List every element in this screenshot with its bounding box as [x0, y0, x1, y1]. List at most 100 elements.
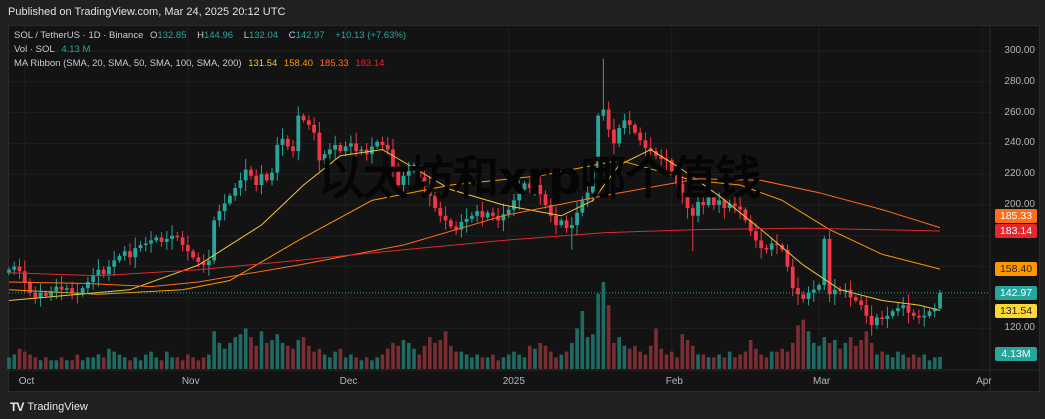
volume-bar	[559, 354, 564, 369]
volume-bar	[112, 351, 116, 369]
volume-bar	[349, 354, 353, 369]
candle-body	[317, 132, 322, 161]
candle-body	[38, 292, 43, 298]
price-tick-label: 200.00	[1004, 199, 1035, 210]
ma-line-sma-20	[8, 149, 941, 311]
candle-body	[222, 203, 227, 212]
candle-body	[759, 240, 764, 249]
candle-body	[301, 115, 306, 121]
volume-bar	[885, 354, 890, 369]
candle-body	[643, 140, 648, 149]
volume-bar	[285, 345, 290, 369]
volume-bar	[65, 360, 69, 369]
volume-bar	[932, 357, 937, 369]
candle-body	[880, 317, 885, 319]
candle-body	[827, 238, 832, 295]
volume-bar	[354, 357, 358, 369]
candle-body	[575, 212, 579, 226]
symbol-title[interactable]: SOL / TetherUS · 1D · Binance	[14, 30, 144, 41]
volume-bar	[154, 357, 159, 369]
volume-bar	[701, 354, 706, 369]
volume-bar	[580, 311, 585, 369]
volume-bar	[680, 334, 685, 369]
candle-body	[333, 144, 338, 150]
volume-bar	[485, 357, 490, 369]
candle-body	[722, 200, 727, 209]
candle-body	[838, 289, 842, 292]
candle-body	[917, 315, 921, 318]
candle-body	[775, 243, 779, 246]
candle-body	[96, 269, 101, 276]
volume-bar	[417, 354, 422, 369]
candle-body	[306, 120, 311, 125]
ma-ribbon-label[interactable]: MA Ribbon (SMA, 20, SMA, 50, SMA, 100, S…	[14, 58, 242, 69]
candle-body	[312, 124, 316, 133]
ma-line-sma-200	[8, 227, 941, 277]
volume-bar	[917, 357, 921, 369]
candle-body	[612, 129, 616, 144]
price-tick-label: 220.00	[1004, 168, 1035, 180]
volume-bar	[627, 348, 632, 369]
volume-bar	[759, 354, 763, 369]
candle-body	[343, 146, 348, 152]
candle-body	[522, 183, 527, 190]
volume-bar	[622, 345, 627, 369]
candle-body	[254, 175, 259, 185]
volume-bar	[428, 337, 432, 369]
volume-bar	[449, 345, 453, 369]
volume-bar	[238, 334, 243, 369]
candle-body	[690, 208, 695, 216]
candle-body	[727, 203, 732, 209]
volume-bar	[491, 354, 495, 369]
volume-bar	[312, 351, 316, 369]
ma-line-sma-100	[8, 178, 941, 288]
volume-bar	[506, 354, 511, 369]
time-tick-label: Nov	[181, 376, 200, 387]
volume-bar	[243, 328, 248, 369]
volume-bar	[669, 351, 674, 369]
candle-body	[270, 172, 274, 181]
volume-bar	[911, 354, 916, 369]
candle-body	[138, 245, 143, 249]
candle-body	[327, 149, 332, 155]
volume-bar	[296, 340, 301, 369]
tradingview-brand[interactable]: TradingView	[27, 401, 88, 413]
volume-legend: Vol · SOL 4.13 M	[14, 44, 94, 55]
candle-body	[185, 245, 190, 252]
candle-body	[196, 257, 201, 262]
volume-bar	[743, 351, 748, 369]
volume-bar	[438, 340, 443, 369]
volume-bar	[422, 345, 427, 369]
volume-bar	[54, 360, 59, 369]
candle-body	[149, 240, 153, 244]
price-tick-label: 120.00	[1004, 322, 1035, 334]
candle-body	[54, 286, 59, 292]
volume-bar	[738, 354, 742, 369]
candle-body	[585, 192, 590, 201]
volume-bar	[338, 348, 343, 369]
high-value: 144.96	[203, 30, 234, 41]
volume-bar	[412, 348, 416, 369]
volume-bar	[606, 305, 611, 369]
candle-body	[806, 292, 811, 299]
candle-body	[633, 124, 637, 133]
volume-bar	[585, 337, 590, 369]
volume-bar	[222, 348, 227, 369]
tradingview-logo-icon[interactable]: TV	[10, 400, 24, 414]
candle-body	[748, 220, 753, 232]
candle-body	[206, 260, 211, 266]
candle-body	[717, 200, 721, 205]
time-tick-label: Dec	[339, 376, 358, 387]
volume-bar	[664, 354, 669, 369]
time-tick-label: Oct	[18, 376, 35, 387]
candle-body	[501, 214, 506, 221]
candle-body	[769, 243, 774, 250]
ma50-price-tag: 158.40	[995, 262, 1037, 276]
candle-body	[107, 266, 111, 275]
volume-bar	[301, 337, 306, 369]
volume-bar	[249, 337, 253, 369]
volume-label[interactable]: Vol · SOL	[14, 44, 55, 55]
volume-bar	[275, 334, 280, 369]
volume-bar	[717, 354, 721, 369]
